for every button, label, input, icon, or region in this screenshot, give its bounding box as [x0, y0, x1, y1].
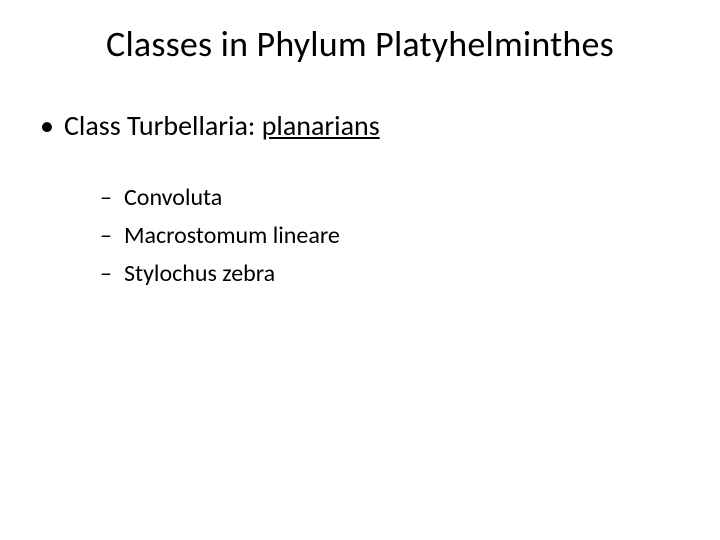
bullet-text-underlined: planarians	[262, 108, 380, 143]
bullet-marker: –	[100, 259, 124, 288]
slide-title: Classes in Phylum Platyhelminthes	[0, 22, 720, 66]
slide: Classes in Phylum Platyhelminthes •Class…	[0, 0, 720, 540]
bullet-marker: –	[100, 221, 124, 250]
bullet-text-prefix: Class Turbellaria:	[64, 108, 262, 143]
bullet-level1: •Class Turbellaria: planarians	[40, 108, 380, 143]
bullet-text: Stylochus zebra	[124, 259, 275, 288]
bullet-marker: •	[40, 108, 64, 143]
bullet-level2: –Macrostomum lineare	[100, 221, 340, 250]
bullet-text: Convoluta	[124, 183, 222, 212]
bullet-text: Macrostomum lineare	[124, 221, 340, 250]
bullet-level2: –Stylochus zebra	[100, 259, 275, 288]
bullet-marker: –	[100, 183, 124, 212]
bullet-level2: –Convoluta	[100, 183, 222, 212]
